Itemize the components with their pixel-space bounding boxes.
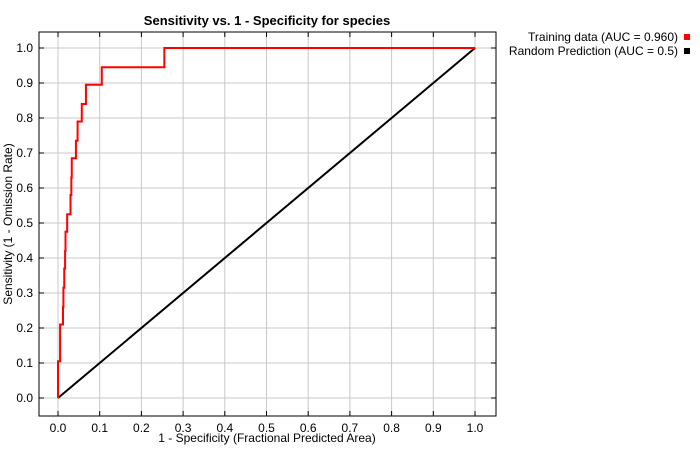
series-line-random: [57, 47, 476, 399]
axis-ticks: [39, 32, 496, 416]
y-tick-label: 1.0: [16, 41, 33, 55]
y-tick-label: 0.9: [16, 76, 33, 90]
x-tick-label: 0.5: [258, 421, 275, 435]
y-tick-label: 0.7: [16, 146, 33, 160]
x-tick-label: 0.1: [91, 421, 108, 435]
y-axis-label: Sensitivity (1 - Omission Rate): [1, 143, 15, 304]
plot-area: [38, 31, 497, 417]
x-tick-label: 0.9: [425, 421, 442, 435]
legend-entry-training: Training data (AUC = 0.960): [509, 30, 690, 44]
x-tick-labels: 0.0 0.1 0.2 0.3 0.4 0.5 0.6 0.7 0.8 0.9 1.0: [50, 421, 484, 435]
series-layer: [57, 47, 476, 399]
x-tick-label: 0.0: [50, 421, 67, 435]
y-tick-label: 0.0: [16, 391, 33, 405]
x-tick-label: 0.4: [216, 421, 233, 435]
x-tick-label: 0.2: [133, 421, 150, 435]
series-line-training: [57, 47, 475, 398]
y-tick-label: 0.3: [16, 286, 33, 300]
x-tick-label: 0.8: [383, 421, 400, 435]
x-axis-label: 1 - Specificity (Fractional Predicted Ar…: [158, 431, 375, 445]
x-tick-label: 1.0: [467, 421, 484, 435]
chart-title: Sensitivity vs. 1 - Specificity for spec…: [144, 13, 390, 28]
legend-swatch-random: [684, 48, 690, 54]
legend-label-training: Training data (AUC = 0.960): [528, 30, 678, 44]
y-tick-label: 0.8: [16, 111, 33, 125]
x-tick-label: 0.3: [175, 421, 192, 435]
x-tick-label: 0.6: [300, 421, 317, 435]
legend-swatch-training: [684, 34, 690, 40]
legend-label-random: Random Prediction (AUC = 0.5): [508, 44, 678, 58]
y-tick-label: 0.2: [16, 321, 33, 335]
y-tick-label: 0.6: [16, 181, 33, 195]
legend-entry-random: Random Prediction (AUC = 0.5): [509, 44, 690, 58]
y-tick-label: 0.5: [16, 216, 33, 230]
legend: Training data (AUC = 0.960) Random Predi…: [509, 30, 690, 58]
y-tick-labels: 0.0 0.1 0.2 0.3 0.4 0.5 0.6 0.7 0.8 0.9 1.0: [16, 41, 33, 405]
x-tick-label: 0.7: [342, 421, 359, 435]
y-tick-label: 0.1: [16, 356, 33, 370]
y-tick-label: 0.4: [16, 251, 33, 265]
